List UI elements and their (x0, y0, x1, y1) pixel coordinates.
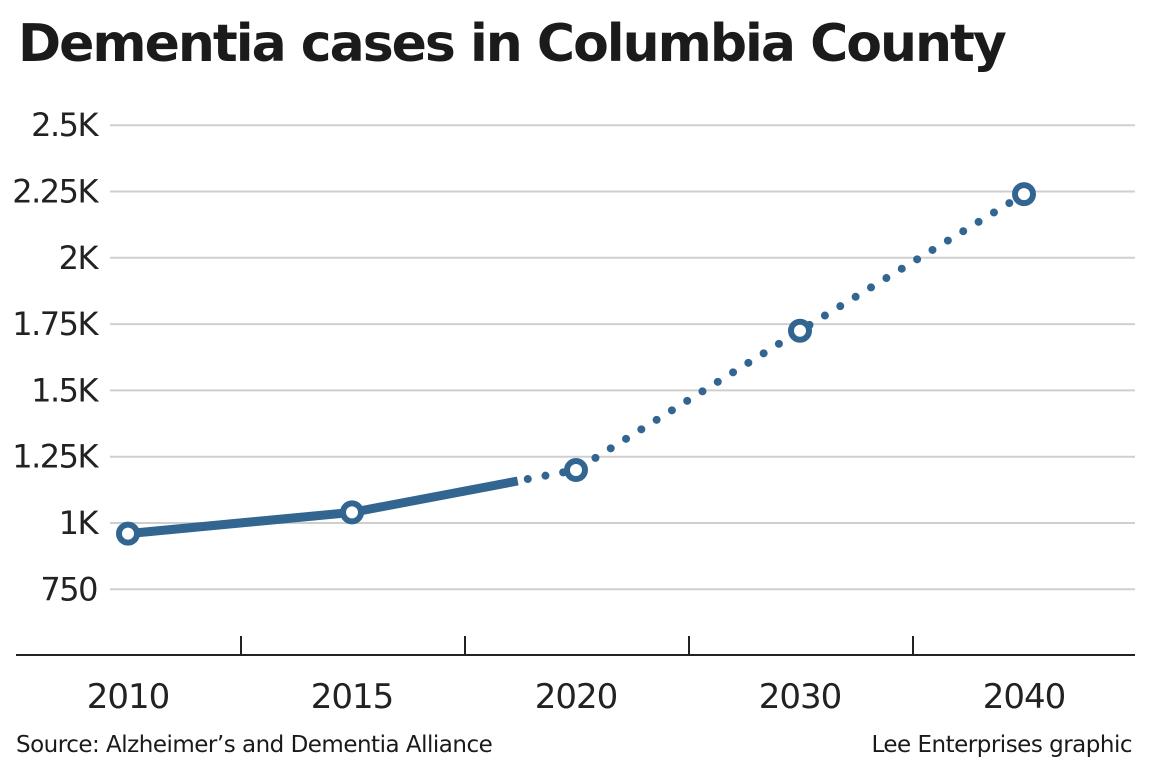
x-tick-label-2015: 2015 (311, 677, 394, 717)
source-note: Source: Alzheimer’s and Dementia Allianc… (16, 732, 493, 758)
chart-title: Dementia cases in Columbia County (18, 14, 1007, 74)
series-line-projected (523, 190, 1028, 483)
y-tick-label: 2.25K (12, 173, 99, 211)
y-tick-label: 750 (40, 570, 97, 608)
x-tick-label-2040: 2040 (983, 677, 1066, 717)
data-points (116, 182, 1036, 546)
graphic-credit: Lee Enterprises graphic (871, 732, 1133, 758)
y-tick-label: 2K (59, 239, 100, 277)
series-line-solid (127, 476, 519, 539)
data-point-2015 (340, 500, 364, 525)
y-tick-label: 2.5K (31, 106, 99, 144)
data-point-2020 (564, 457, 588, 482)
y-axis-tick-labels: 750 1K 1.25K 1.5K 1.75K 2K 2.25K 2.5K (12, 106, 101, 608)
x-tick-label-2030: 2030 (759, 677, 842, 717)
y-tick-label: 1K (59, 504, 100, 542)
y-tick-label: 1.25K (12, 438, 99, 476)
data-point-2030 (788, 318, 812, 343)
x-tick-label-2010: 2010 (87, 677, 170, 717)
data-point-2010 (116, 521, 140, 546)
y-tick-label: 1.5K (31, 371, 99, 409)
series-line (127, 190, 1028, 539)
y-tick-label: 1.75K (12, 305, 99, 343)
data-point-2040 (1012, 182, 1036, 207)
x-axis-tick-labels: 2010 2015 2020 2030 2040 (87, 677, 1067, 717)
x-tick-label-2020: 2020 (535, 677, 618, 717)
x-axis (16, 636, 1135, 656)
